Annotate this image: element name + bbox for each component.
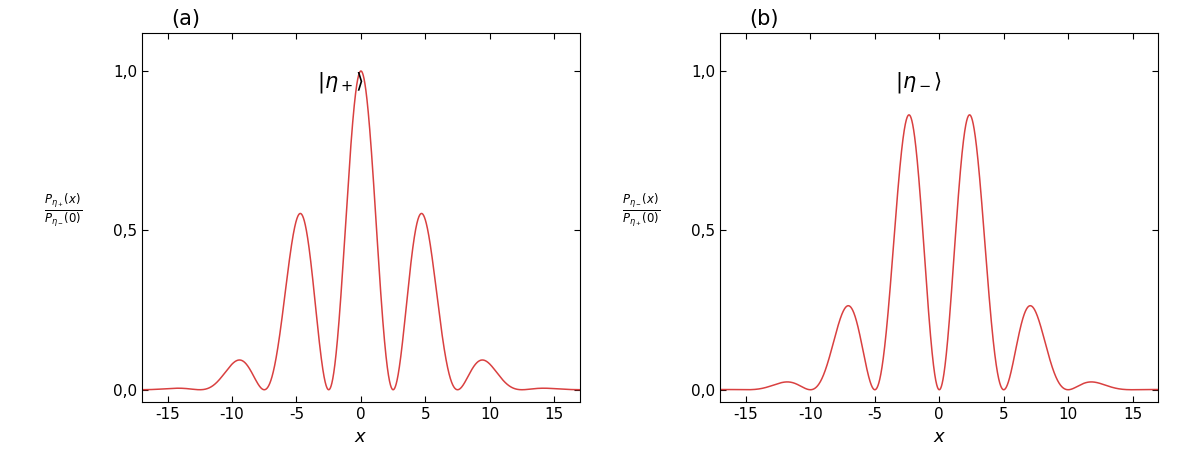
- Y-axis label: $\frac{P_{\eta_-}(x)}{P_{\eta_+}(0)}$: $\frac{P_{\eta_-}(x)}{P_{\eta_+}(0)}$: [622, 191, 661, 229]
- Y-axis label: $\frac{P_{\eta_+}(x)}{P_{\eta_-}(0)}$: $\frac{P_{\eta_+}(x)}{P_{\eta_-}(0)}$: [44, 191, 82, 229]
- Text: $|\eta_+\rangle$: $|\eta_+\rangle$: [317, 70, 364, 95]
- Text: $|\eta_-\rangle$: $|\eta_-\rangle$: [896, 70, 942, 95]
- X-axis label: $x$: $x$: [355, 428, 368, 446]
- X-axis label: $x$: $x$: [933, 428, 946, 446]
- Text: (b): (b): [749, 9, 779, 29]
- Text: (a): (a): [171, 9, 200, 29]
